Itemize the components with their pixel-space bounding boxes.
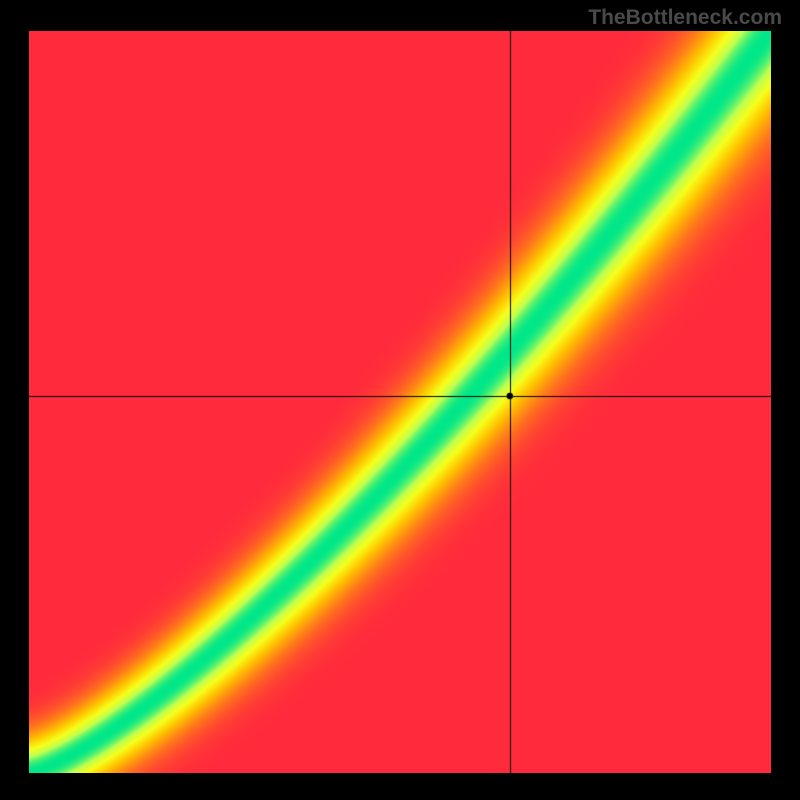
watermark-text: TheBottleneck.com <box>588 6 782 30</box>
chart-container: TheBottleneck.com <box>0 0 800 800</box>
heatmap-canvas <box>29 31 771 773</box>
